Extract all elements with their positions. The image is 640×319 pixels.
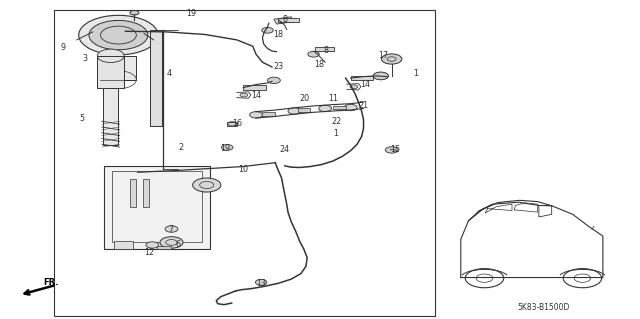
Text: 2: 2 xyxy=(178,143,183,152)
Circle shape xyxy=(373,72,388,80)
Text: 5: 5 xyxy=(79,114,84,122)
Circle shape xyxy=(288,108,301,114)
Bar xyxy=(157,246,171,249)
Text: 24: 24 xyxy=(280,145,290,154)
Text: 10: 10 xyxy=(238,165,248,174)
Circle shape xyxy=(160,237,183,248)
Text: 16: 16 xyxy=(232,119,242,128)
Circle shape xyxy=(193,178,221,192)
Text: 1: 1 xyxy=(413,69,419,78)
Text: 9: 9 xyxy=(60,43,65,52)
Bar xyxy=(130,179,136,207)
Circle shape xyxy=(221,145,233,150)
Text: 1: 1 xyxy=(333,129,339,138)
Bar xyxy=(100,56,136,80)
Bar xyxy=(262,112,275,116)
Circle shape xyxy=(255,279,267,285)
Bar xyxy=(243,85,266,90)
Circle shape xyxy=(130,11,139,15)
Text: 20: 20 xyxy=(299,94,309,103)
Bar xyxy=(112,171,202,242)
Text: 22: 22 xyxy=(331,117,341,126)
Circle shape xyxy=(308,51,319,57)
Bar xyxy=(227,122,237,126)
Text: 11: 11 xyxy=(328,94,338,103)
Text: 6: 6 xyxy=(175,241,180,249)
Bar xyxy=(333,106,346,109)
Circle shape xyxy=(268,77,280,84)
Text: 19: 19 xyxy=(186,9,196,18)
Bar xyxy=(315,47,334,51)
Bar xyxy=(104,166,210,249)
Circle shape xyxy=(250,112,262,118)
Text: 3: 3 xyxy=(83,54,88,63)
Bar xyxy=(103,88,118,145)
Circle shape xyxy=(97,49,124,63)
Text: 15: 15 xyxy=(390,145,401,154)
Text: 23: 23 xyxy=(273,63,284,71)
Bar xyxy=(278,18,299,22)
Circle shape xyxy=(79,15,158,55)
Circle shape xyxy=(350,85,358,89)
Circle shape xyxy=(344,104,357,111)
Text: 4: 4 xyxy=(167,69,172,78)
Bar xyxy=(150,30,162,126)
Bar xyxy=(97,56,124,88)
Text: 21: 21 xyxy=(358,101,369,110)
Text: 8: 8 xyxy=(324,46,329,55)
Bar xyxy=(274,17,294,24)
Bar xyxy=(54,10,435,316)
Bar xyxy=(298,108,310,112)
Circle shape xyxy=(165,226,178,232)
Text: 5K83-B1500D: 5K83-B1500D xyxy=(518,303,570,312)
Circle shape xyxy=(262,27,273,33)
Circle shape xyxy=(381,54,402,64)
Bar xyxy=(143,179,149,207)
Text: 14: 14 xyxy=(360,80,370,89)
Text: 13: 13 xyxy=(256,279,266,288)
Text: 12: 12 xyxy=(144,248,154,256)
Bar xyxy=(351,76,373,80)
Text: 19: 19 xyxy=(220,144,230,153)
Bar xyxy=(114,241,133,249)
Text: 14: 14 xyxy=(251,91,261,100)
Circle shape xyxy=(385,147,398,153)
Circle shape xyxy=(146,242,159,248)
Circle shape xyxy=(89,20,148,50)
Circle shape xyxy=(240,93,248,97)
Circle shape xyxy=(319,105,332,112)
Text: 7: 7 xyxy=(168,225,173,234)
Text: 18: 18 xyxy=(314,60,324,69)
Text: 18: 18 xyxy=(273,30,284,39)
Text: FR.: FR. xyxy=(44,278,59,287)
Text: 17: 17 xyxy=(378,51,388,60)
Text: 8: 8 xyxy=(282,15,287,24)
